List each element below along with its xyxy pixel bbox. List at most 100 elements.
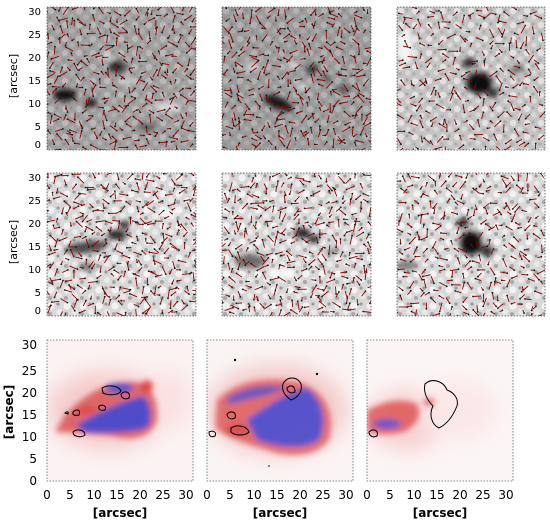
vector-head [145,102,148,105]
vector-head [185,216,188,219]
vector-mark [59,17,69,21]
vector-head [403,34,406,36]
vector-mark [404,40,409,48]
vector-mark [148,109,154,114]
vector-mark [104,256,109,264]
xtick-3-1-1: 5 [66,488,74,502]
vector-mark [332,301,341,308]
vector-head [460,75,463,78]
vector-head [404,18,406,20]
vector-head [173,32,176,34]
vector-head [425,80,427,83]
vector-head [75,220,78,223]
vector-mark [109,140,116,145]
vector-head [297,213,300,216]
vector-head [154,263,156,265]
xtick-3-3-6: 30 [498,488,513,502]
vector-head [252,113,255,116]
vector-head [419,114,422,117]
vector-mark [74,201,83,206]
vector-mark [274,284,278,291]
vector-mark [488,226,496,231]
vector-mark [482,137,489,141]
row-2-ytick-3: 15 [28,242,41,253]
vector-mark [54,97,61,104]
vector-mark [146,200,155,206]
vector-head [524,229,526,231]
vector-head [524,117,527,120]
vector-head [161,62,164,65]
vector-head [479,24,482,27]
vector-head [456,50,459,53]
vector-head [319,125,321,128]
vector-head [304,134,307,136]
vector-head [432,207,434,209]
vector-head [457,68,460,71]
vector-head [526,5,528,7]
vector-head [471,63,474,65]
vector-head [232,299,235,301]
vector-head [240,48,242,51]
vector-head [50,115,53,117]
vector-head [103,127,106,130]
vector-head [413,95,415,98]
vector-head [305,130,307,133]
vector-head [133,129,136,132]
vector-mark [489,71,497,78]
vector-head [498,89,501,92]
vector-head [86,220,89,223]
vector-mark [540,230,545,237]
vector-mark [107,108,116,112]
vector-mark [144,9,149,16]
vector-head [316,98,319,101]
vector-mark [516,139,523,143]
vector-head [423,137,426,140]
vector-mark [106,183,110,189]
vector-mark [229,182,233,191]
vector-mark [355,140,364,143]
vector-head [109,298,112,301]
vector-head [94,312,97,315]
vector-mark [78,192,87,195]
vector-head [405,188,408,191]
vector-head [357,95,360,97]
vector-mark [428,15,435,18]
vector-mark [133,251,141,256]
vector-head [143,191,146,193]
vector-head [438,310,441,313]
vector-head [116,262,119,265]
vector-head [86,57,88,60]
vector-mark [366,97,371,101]
vector-head [262,53,265,55]
vector-head [65,211,68,214]
vector-mark [75,215,83,220]
vector-head [278,135,280,137]
vector-head [82,213,84,215]
vector-mark [178,260,187,263]
vector-mark [373,29,374,33]
vector-mark [430,87,435,96]
vector-head [455,73,457,75]
vector-head [322,13,324,15]
vector-mark [145,126,148,134]
vector-mark [438,68,445,72]
vector-head [448,302,451,305]
vector-head [129,292,131,295]
vector-head [401,289,404,292]
vector-head [400,143,402,146]
vector-head [248,89,251,92]
vector-mark [49,61,54,69]
vector-mark [112,219,120,222]
vector-mark [492,211,500,216]
vector-mark [356,68,364,74]
vector-head [366,12,369,14]
vector-mark [146,98,152,104]
vector-head [398,12,400,15]
vector-mark [419,119,424,128]
vector-head [355,113,358,115]
vector-head [362,84,365,87]
vector-mark [418,98,423,104]
vector-head [230,47,233,49]
vector-mark [521,273,528,276]
vector-head [225,20,228,22]
